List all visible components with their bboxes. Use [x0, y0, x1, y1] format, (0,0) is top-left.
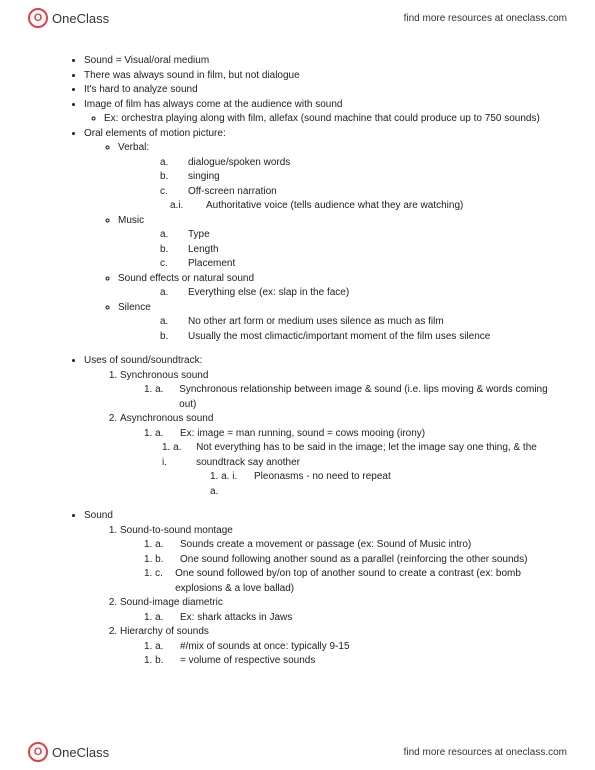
marker: a.i. [170, 199, 192, 214]
list-item: 1. a. Ex: shark attacks in Jaws [144, 611, 555, 626]
marker: a. [160, 315, 174, 330]
logo-icon: O [28, 8, 48, 28]
list-item: Ex: orchestra playing along with film, a… [104, 112, 555, 127]
list-item: 1. b. One sound following another sound a… [144, 553, 555, 568]
list-item: 1. a. Synchronous relationship between im… [144, 383, 555, 412]
text: Usually the most climactic/important mom… [188, 330, 490, 345]
marker: 1. a. [144, 427, 170, 442]
list-item: It's hard to analyze sound [84, 83, 555, 98]
list-item: a. dialogue/spoken words [160, 156, 555, 171]
text: One sound following another sound as a p… [180, 553, 527, 568]
list-item: c. Off-screen narration [160, 185, 555, 200]
list-item: Asynchronous sound [120, 412, 555, 427]
text: Sounds create a movement or passage (ex:… [180, 538, 471, 553]
logo-icon: O [28, 742, 48, 762]
text: Ex: shark attacks in Jaws [180, 611, 292, 626]
marker: c. [160, 185, 174, 200]
marker: 1. a. i. [162, 441, 186, 470]
list-item: a. Everything else (ex: slap in the face) [160, 286, 555, 301]
marker: a. [160, 286, 174, 301]
brand-logo: O OneClass [28, 8, 109, 28]
list-item: Uses of sound/soundtrack: [84, 354, 555, 369]
list-item: 1. b. = volume of respective sounds [144, 654, 555, 669]
list-item: 1. a. Sounds create a movement or passage… [144, 538, 555, 553]
list-item: Verbal: [118, 141, 555, 156]
text: Authoritative voice (tells audience what… [206, 199, 463, 214]
list-item: b. Length [160, 243, 555, 258]
list-item: a. Type [160, 228, 555, 243]
text: Synchronous relationship between image &… [179, 383, 555, 412]
marker: a. [160, 156, 174, 171]
list-item: Image of film has always come at the aud… [84, 98, 555, 113]
text: Off-screen narration [188, 185, 277, 200]
text: Placement [188, 257, 235, 272]
marker: 1. a. i. a. [210, 470, 244, 499]
text: Everything else (ex: slap in the face) [188, 286, 349, 301]
header-resources-link[interactable]: find more resources at oneclass.com [404, 13, 567, 24]
text: Not everything has to be said in the ima… [196, 441, 555, 470]
text: Type [188, 228, 210, 243]
list-item: Sound = Visual/oral medium [84, 54, 555, 69]
marker: b. [160, 243, 174, 258]
document-body: Sound = Visual/oral medium There was alw… [70, 54, 555, 720]
list-item: Music [118, 214, 555, 229]
logo-text: OneClass [52, 11, 109, 26]
list-item: Hierarchy of sounds [120, 625, 555, 640]
marker: 1. b. [144, 654, 170, 669]
list-item: Sound-to-sound montage [120, 524, 555, 539]
marker: 1. b. [144, 553, 170, 568]
text: #/mix of sounds at once: typically 9-15 [180, 640, 350, 655]
marker: 1. a. [144, 611, 170, 626]
list-item: Sound [84, 509, 555, 524]
marker: c. [160, 257, 174, 272]
list-item: 1. a. i. Not everything has to be said i… [70, 441, 555, 470]
list-item: c. Placement [160, 257, 555, 272]
brand-logo-footer: O OneClass [28, 742, 109, 762]
list-item: There was always sound in film, but not … [84, 69, 555, 84]
list-item: Oral elements of motion picture: [84, 127, 555, 142]
list-item: a. No other art form or medium uses silen… [160, 315, 555, 330]
text: singing [188, 170, 220, 185]
marker: 1. a. [144, 538, 170, 553]
text: Pleonasms - no need to repeat [254, 470, 391, 499]
list-item: 1. a. #/mix of sounds at once: typically … [144, 640, 555, 655]
marker: b. [160, 170, 174, 185]
list-item: 1. c. One sound followed by/on top of ano… [144, 567, 555, 596]
text: Ex: image = man running, sound = cows mo… [180, 427, 425, 442]
text: dialogue/spoken words [188, 156, 290, 171]
text: No other art form or medium uses silence… [188, 315, 444, 330]
text: One sound followed by/on top of another … [175, 567, 555, 596]
list-item: Silence [118, 301, 555, 316]
list-item: Synchronous sound [120, 369, 555, 384]
list-item: Sound-image diametric [120, 596, 555, 611]
footer-resources-link[interactable]: find more resources at oneclass.com [404, 747, 567, 758]
list-item: 1. a. Ex: image = man running, sound = co… [144, 427, 555, 442]
marker: a. [160, 228, 174, 243]
list-item: 1. a. i. a. Pleonasms - no need to repea… [70, 470, 555, 499]
marker: b. [160, 330, 174, 345]
list-item: Sound effects or natural sound [118, 272, 555, 287]
marker: 1. a. [144, 383, 169, 412]
list-item: b. Usually the most climactic/important m… [160, 330, 555, 345]
logo-text: OneClass [52, 745, 109, 760]
marker: 1. c. [144, 567, 165, 596]
marker: 1. a. [144, 640, 170, 655]
list-item: b. singing [160, 170, 555, 185]
list-item: a.i. Authoritative voice (tells audience… [70, 199, 555, 214]
text: = volume of respective sounds [180, 654, 315, 669]
text: Length [188, 243, 219, 258]
